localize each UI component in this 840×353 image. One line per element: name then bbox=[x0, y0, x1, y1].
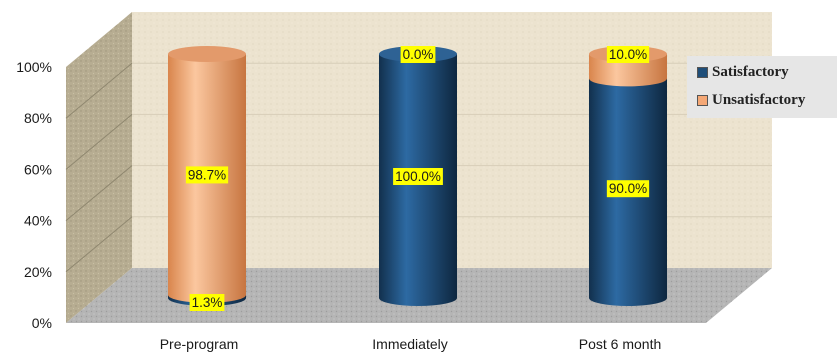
y-tick-label: 80% bbox=[24, 110, 52, 126]
y-tick-label: 0% bbox=[32, 315, 52, 331]
gridline-side bbox=[65, 62, 133, 119]
data-label-highlight bbox=[189, 294, 225, 311]
data-labels: 1.3% 98.7% 100.0% 0.0% 90.0% 10.0% bbox=[185, 46, 650, 311]
x-category-label: Immediately bbox=[372, 336, 447, 352]
legend-entry-satisfactory: Satisfactory bbox=[697, 64, 789, 81]
legend-swatch-unsatisfactory bbox=[697, 95, 708, 106]
legend-label-unsatisfactory: Unsatisfactory bbox=[712, 92, 806, 108]
y-axis-tick-labels: 0% 20% 40% 60% 80% 100% bbox=[16, 59, 52, 331]
bar-cap bbox=[168, 46, 246, 62]
gridline-side bbox=[65, 165, 133, 221]
data-label: 1.3% bbox=[192, 295, 223, 310]
side-wall bbox=[66, 12, 132, 323]
y-tick-label: 20% bbox=[24, 264, 52, 280]
legend: Satisfactory Unsatisfactory bbox=[687, 56, 837, 118]
y-tick-label: 40% bbox=[24, 213, 52, 229]
data-label: 98.7% bbox=[188, 167, 226, 182]
gridline-side bbox=[65, 216, 133, 273]
x-category-label: Post 6 month bbox=[579, 336, 662, 352]
legend-label-satisfactory: Satisfactory bbox=[712, 64, 789, 80]
data-label-highlight bbox=[393, 168, 443, 185]
y-tick-label: 60% bbox=[24, 161, 52, 177]
data-label: 100.0% bbox=[395, 169, 441, 184]
data-label: 10.0% bbox=[609, 47, 647, 62]
x-axis-category-labels: Pre-program Immediately Post 6 month bbox=[160, 336, 662, 352]
data-label-highlight bbox=[606, 180, 650, 198]
data-label-highlight bbox=[185, 166, 229, 184]
y-tick-label: 100% bbox=[16, 59, 52, 75]
legend-entry-unsatisfactory: Unsatisfactory bbox=[697, 92, 805, 109]
legend-swatch-satisfactory bbox=[697, 67, 708, 78]
gridline-side bbox=[65, 114, 133, 170]
data-label-highlight bbox=[606, 46, 650, 63]
x-category-label: Pre-program bbox=[160, 336, 239, 352]
data-label: 90.0% bbox=[609, 181, 647, 196]
data-label-highlight bbox=[400, 46, 436, 63]
data-label: 0.0% bbox=[403, 47, 434, 62]
